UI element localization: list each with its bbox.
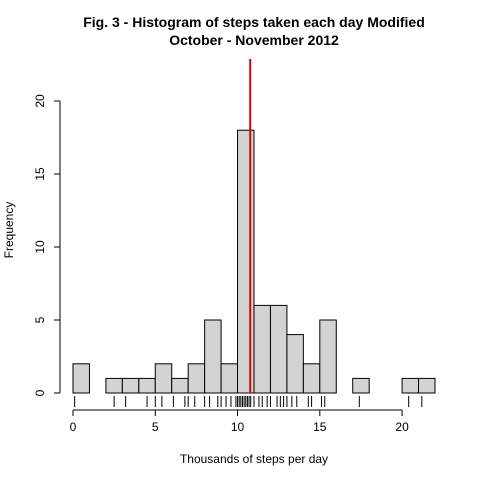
y-axis: 0 5 10 15 20 (33, 94, 61, 396)
histogram-bar-3 (121, 377, 140, 394)
histogram-bar-6 (171, 377, 189, 394)
chart-subtitle: October - November 2012 (169, 32, 339, 48)
y-tick-label-3: 15 (33, 167, 47, 181)
x-tick-label-4: 20 (395, 420, 409, 434)
histogram-bar-9 (220, 363, 239, 394)
x-tick-label-1: 5 (152, 420, 159, 434)
x-tick-label-3: 15 (313, 420, 327, 434)
y-tick-label-2: 10 (33, 240, 47, 254)
rug-marks (74, 396, 423, 407)
y-tick-label-4: 20 (33, 94, 47, 108)
histogram-bar-0 (72, 363, 90, 394)
histogram-bar-11 (253, 304, 271, 394)
histogram-bar-14 (302, 363, 321, 394)
x-axis: 0 5 10 15 20 (70, 409, 409, 434)
histogram-bar-12 (269, 304, 288, 394)
histogram-bar-10 (237, 129, 255, 394)
histogram-bar-7 (187, 363, 206, 394)
y-tick-label-0: 0 (33, 389, 47, 396)
histogram-bar-4 (138, 377, 156, 394)
histogram-bar-5 (154, 363, 173, 394)
histogram-bar-20 (401, 377, 420, 394)
histogram-bar-21 (418, 377, 436, 394)
histogram-bars (72, 129, 436, 394)
y-tick-label-1: 5 (33, 316, 47, 323)
x-tick-label-2: 10 (231, 420, 245, 434)
histogram-bar-13 (286, 334, 304, 394)
x-axis-label: Thousands of steps per day (180, 452, 328, 466)
histogram-bar-2 (105, 377, 123, 394)
y-axis-label: Frequency (2, 202, 16, 259)
histogram-bar-8 (204, 319, 222, 394)
histogram-bar-17 (352, 377, 370, 394)
x-tick-label-0: 0 (70, 420, 77, 434)
chart-title: Fig. 3 - Histogram of steps taken each d… (83, 14, 425, 30)
histogram-bar-15 (319, 319, 337, 394)
